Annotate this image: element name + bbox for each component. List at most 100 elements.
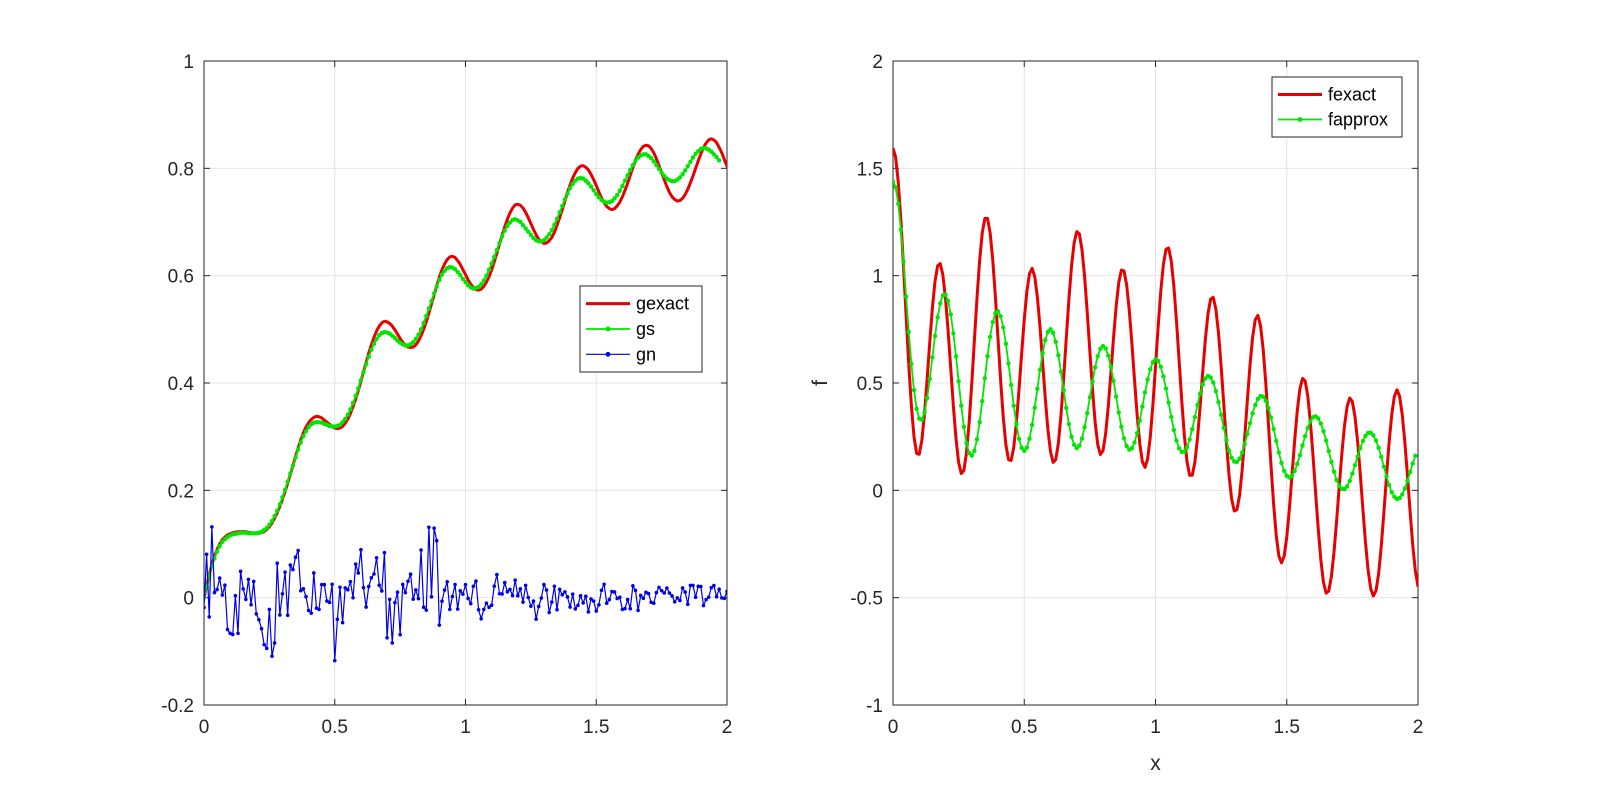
point-gn bbox=[327, 600, 332, 605]
point-gn bbox=[322, 582, 327, 587]
point-gn bbox=[257, 617, 261, 622]
point-gs bbox=[431, 291, 437, 296]
point-gn bbox=[259, 626, 264, 631]
point-gs bbox=[560, 203, 565, 209]
y-tick-label: 0.8 bbox=[168, 159, 194, 180]
point-fapprox bbox=[1140, 404, 1145, 409]
point-gn bbox=[693, 595, 698, 600]
point-fapprox bbox=[959, 403, 964, 408]
point-fapprox bbox=[1124, 443, 1129, 449]
point-fapprox bbox=[1190, 426, 1195, 432]
point-gs bbox=[437, 277, 442, 283]
point-gn bbox=[343, 586, 348, 590]
point-gs bbox=[293, 455, 298, 460]
point-gs bbox=[434, 284, 439, 289]
y-tick-label: 1 bbox=[872, 267, 883, 288]
point-gn bbox=[638, 593, 643, 598]
point-gs bbox=[565, 191, 570, 196]
point-fapprox bbox=[1137, 418, 1142, 423]
point-gn bbox=[356, 571, 361, 575]
point-fapprox bbox=[1082, 425, 1087, 430]
point-gn bbox=[497, 591, 502, 596]
point-gn bbox=[414, 588, 418, 592]
legend-label: fapprox bbox=[1328, 110, 1388, 130]
point-fapprox bbox=[1184, 444, 1190, 450]
point-fapprox bbox=[1200, 382, 1205, 387]
point-gn bbox=[442, 588, 447, 592]
point-gn bbox=[427, 525, 431, 530]
point-gs bbox=[421, 320, 426, 326]
point-fapprox bbox=[1239, 450, 1245, 455]
point-gn bbox=[204, 605, 206, 610]
point-gn bbox=[293, 555, 298, 559]
point-fapprox bbox=[1148, 367, 1153, 372]
point-gn bbox=[591, 599, 596, 603]
y-tick-label: -1 bbox=[866, 696, 883, 717]
point-gs bbox=[552, 222, 557, 227]
point-gs bbox=[282, 487, 288, 492]
point-gs bbox=[214, 549, 220, 554]
point-gs bbox=[544, 235, 549, 240]
point-gn bbox=[424, 608, 429, 612]
point-gs bbox=[622, 178, 628, 183]
point-gs bbox=[348, 407, 353, 412]
point-gn bbox=[701, 603, 706, 608]
point-fapprox bbox=[990, 319, 995, 325]
point-gn bbox=[500, 592, 504, 596]
point-gn bbox=[335, 617, 340, 622]
point-gn bbox=[461, 592, 465, 596]
point-gn bbox=[429, 595, 434, 599]
point-gn bbox=[633, 588, 638, 593]
point-fapprox bbox=[1014, 422, 1019, 427]
point-gs bbox=[303, 429, 309, 434]
y-tick-label: 1 bbox=[183, 52, 194, 73]
point-gs bbox=[554, 216, 560, 221]
point-fapprox bbox=[1079, 436, 1085, 441]
point-fapprox bbox=[1318, 421, 1324, 426]
point-fapprox bbox=[1323, 438, 1329, 443]
point-gn bbox=[416, 596, 421, 601]
point-gs bbox=[557, 210, 562, 215]
point-fapprox bbox=[961, 424, 967, 429]
point-gs bbox=[275, 508, 280, 513]
point-fapprox bbox=[1250, 411, 1255, 416]
point-gs bbox=[570, 181, 575, 187]
point-gn bbox=[262, 642, 266, 647]
point-fapprox bbox=[1108, 364, 1114, 369]
point-gs bbox=[492, 254, 497, 260]
point-fapprox bbox=[1329, 459, 1334, 464]
point-gn bbox=[215, 587, 219, 592]
point-fapprox bbox=[1169, 414, 1174, 420]
point-fapprox bbox=[1308, 419, 1313, 424]
point-gn bbox=[270, 654, 274, 658]
x-tick-label: 2 bbox=[722, 717, 733, 738]
point-fapprox bbox=[1166, 400, 1171, 405]
point-gn bbox=[395, 590, 400, 594]
point-fapprox bbox=[1316, 416, 1321, 421]
point-gn bbox=[699, 584, 703, 589]
point-fapprox bbox=[943, 292, 948, 297]
point-gn bbox=[547, 610, 551, 615]
point-gn bbox=[539, 596, 544, 600]
point-gn bbox=[380, 589, 384, 593]
point-fapprox bbox=[1119, 424, 1124, 429]
point-gn bbox=[550, 600, 554, 604]
point-fapprox bbox=[1195, 402, 1200, 408]
legend-item-fexact: fexact bbox=[1278, 85, 1376, 105]
point-gs bbox=[343, 416, 348, 422]
point-gs bbox=[654, 162, 659, 168]
point-gs bbox=[680, 172, 685, 177]
point-fapprox bbox=[1174, 438, 1179, 443]
point-fapprox bbox=[1103, 346, 1108, 351]
ticks: 0 0.5 1 1.5 2 -1 -0.5 0 0.5 1 1.5 2 bbox=[850, 52, 1423, 738]
plot-area bbox=[204, 137, 727, 663]
point-gn bbox=[714, 594, 719, 599]
point-gs bbox=[682, 168, 688, 173]
point-fapprox bbox=[1292, 468, 1297, 474]
point-gn bbox=[617, 595, 622, 600]
point-gs bbox=[685, 163, 690, 169]
point-fapprox bbox=[927, 376, 932, 382]
point-gn bbox=[408, 572, 413, 577]
point-fapprox bbox=[1300, 443, 1305, 448]
